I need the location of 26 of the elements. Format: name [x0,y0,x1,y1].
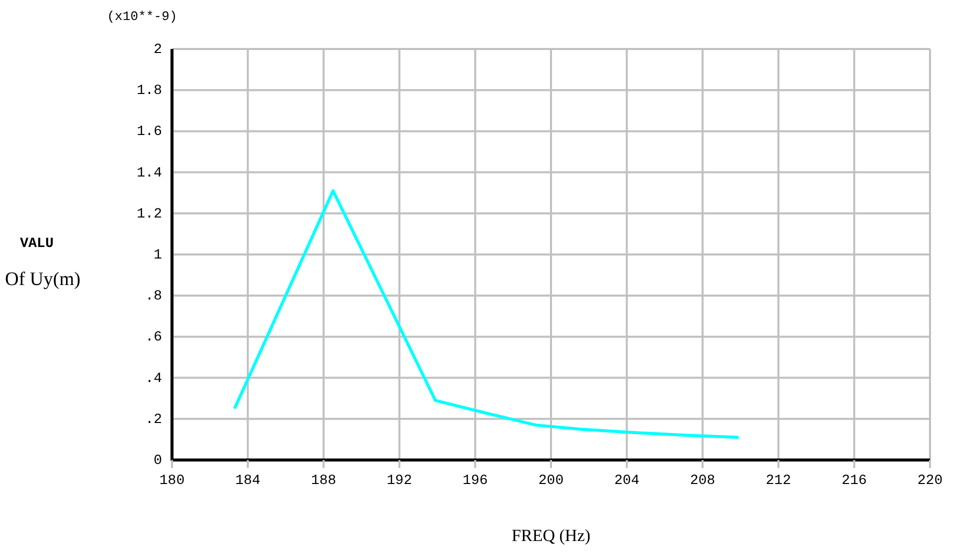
y-tick-label: .4 [145,370,162,387]
text: (x10**-9) [107,9,178,24]
x-tick-label: 196 [462,473,488,489]
x-tick-label: 204 [614,473,640,489]
line-series [233,189,740,439]
x-axis-title: FREQ (Hz) [512,526,590,545]
y-tick-label: 1.8 [136,83,162,100]
text: VALU Of Uy(m) [5,236,80,290]
y-tick-label: 1.6 [136,124,162,140]
y-tick-label: 1.2 [136,206,162,222]
x-tick-label: 184 [235,473,260,489]
y-tick-label: 0 [154,453,162,469]
x-tick-label: 220 [917,473,943,489]
y-tick-label: 1 [154,248,162,264]
x-tick-label: 208 [690,473,716,489]
x-tick-label: 180 [159,473,185,489]
x-tick-label: 212 [766,473,792,489]
y-tick-label: .2 [145,412,162,428]
y-tick-label: .8 [145,288,162,305]
x-tick-label: 188 [310,473,336,489]
y-tick-label: 2 [154,42,162,58]
y-tick-label: 1.4 [136,165,162,182]
x-tick-label: 200 [538,473,564,489]
x-tick-label: 216 [842,473,867,489]
y-tick-label: .6 [145,330,162,346]
x-tick-label: 192 [386,473,412,489]
